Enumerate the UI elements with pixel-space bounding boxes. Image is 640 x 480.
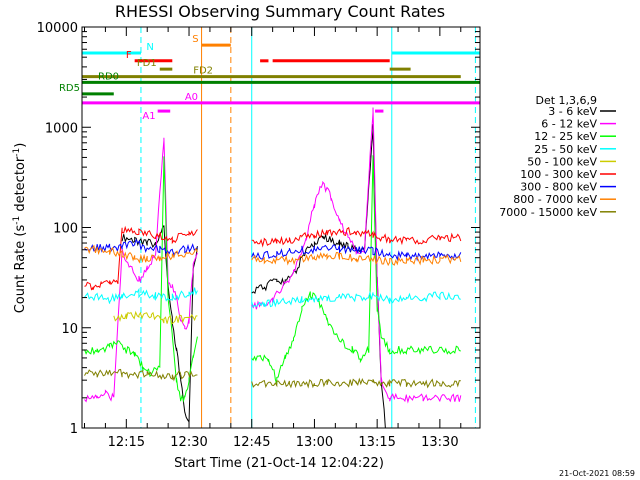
flag-bars: N S F FD1 FD2 RD0 RD5 A0 A1 — [59, 34, 480, 122]
series-line — [84, 225, 198, 291]
series-line — [251, 155, 461, 384]
legend-entry-label: 6 - 12 keV — [541, 118, 597, 131]
flag-bar-label: A1 — [142, 111, 155, 122]
flag-bar-label: S — [192, 34, 198, 45]
y-tick-label: 1 — [70, 422, 78, 437]
series-line — [84, 287, 198, 304]
x-tick-label: 13:30 — [421, 435, 458, 450]
legend-entry-label: 12 - 25 keV — [534, 130, 597, 143]
x-tick-label: 12:15 — [108, 435, 145, 450]
legend-entry-label: 25 - 50 keV — [534, 143, 597, 156]
x-tick-label: 13:15 — [358, 435, 395, 450]
series-line — [251, 107, 462, 404]
x-axis: 12:15 12:30 12:45 13:00 13:15 13:30 — [84, 27, 462, 450]
legend-entry-label: 300 - 800 keV — [520, 181, 597, 194]
series-line — [251, 290, 461, 308]
series-line — [113, 310, 198, 325]
series-line — [84, 137, 198, 403]
x-tick-label: 12:45 — [233, 435, 270, 450]
legend-entry-label: 50 - 100 keV — [527, 155, 597, 168]
y-tick-label: 100 — [53, 222, 78, 237]
legend-entry-label: 3 - 6 keV — [548, 105, 597, 118]
series-layer — [84, 107, 462, 428]
x-tick-label: 12:30 — [170, 435, 207, 450]
flag-bar-label: A0 — [185, 92, 198, 103]
y-tick-label: 1000 — [45, 121, 78, 136]
timestamp-stamp: 21-Oct-2021 08:59 — [559, 469, 635, 478]
series-line — [251, 251, 462, 267]
legend-title: Det 1,3,6,9 — [535, 94, 597, 107]
series-line — [84, 244, 198, 264]
series-line — [84, 156, 198, 403]
legend-entry-label: 100 - 300 keV — [520, 168, 597, 181]
y-tick-label: 10 — [61, 322, 78, 337]
flag-bar-label: RD5 — [59, 83, 80, 94]
series-line — [84, 368, 198, 382]
flag-bar-label: FD1 — [137, 58, 157, 69]
series-line — [251, 377, 461, 389]
y-axis-label: Count Rate (s-1 detector-1) — [12, 143, 28, 314]
series-line — [251, 226, 462, 248]
flag-bar-label: N — [146, 42, 153, 53]
flag-bar-label: FD2 — [193, 66, 213, 77]
flag-bar-label: F — [126, 50, 132, 61]
series-line — [251, 244, 462, 262]
legend-entry-label: 800 - 7000 keV — [513, 193, 597, 206]
legend-entry-label: 7000 - 15000 keV — [499, 206, 597, 219]
flag-bar-label: RD0 — [98, 71, 119, 82]
chart-title: RHESSI Observing Summary Count Rates — [115, 2, 445, 21]
x-tick-label: 13:00 — [296, 435, 333, 450]
y-tick-label: 10000 — [37, 21, 78, 36]
x-axis-label: Start Time (21-Oct-14 12:04:22) — [174, 456, 384, 471]
y-axis: 1 10 100 1000 10000 — [37, 21, 480, 437]
